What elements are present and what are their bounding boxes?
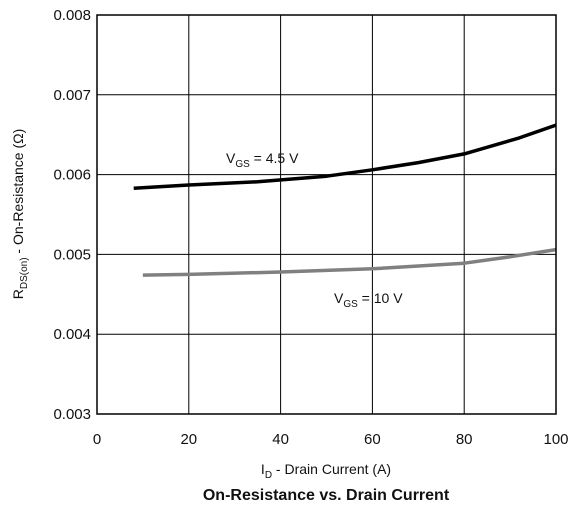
chart-title: On-Resistance vs. Drain Current bbox=[203, 487, 450, 504]
x-axis-title-sub: D bbox=[265, 470, 272, 481]
x-tick-label: 20 bbox=[180, 431, 197, 448]
y-tick-label: 0.005 bbox=[53, 246, 91, 263]
y-axis-title: RDS(on) - On-Resistance (Ω) bbox=[10, 129, 30, 300]
y-tick-label: 0.003 bbox=[53, 406, 91, 423]
series-label-vgs-10v: VGS = 10 V bbox=[334, 290, 403, 310]
x-axis-title-rest: - Drain Current (A) bbox=[272, 461, 391, 477]
series-label-sub: GS bbox=[343, 299, 358, 310]
series-label-rest: = 10 V bbox=[358, 290, 403, 306]
y-axis-title-rest: - On-Resistance (Ω) bbox=[10, 129, 26, 258]
series-label-sub: GS bbox=[235, 159, 250, 170]
plot-area-frame bbox=[96, 14, 557, 415]
x-tick-label: 0 bbox=[93, 431, 101, 448]
y-tick-label: 0.006 bbox=[53, 167, 91, 184]
x-tick-label: 80 bbox=[456, 431, 473, 448]
y-tick-label: 0.007 bbox=[53, 87, 91, 104]
y-tick-label: 0.008 bbox=[53, 7, 91, 24]
series-lines bbox=[133, 123, 557, 277]
series-label-main: V bbox=[226, 150, 236, 166]
grid bbox=[96, 14, 557, 415]
series-line-1 bbox=[142, 247, 557, 277]
x-axis-title: ID - Drain Current (A) bbox=[261, 461, 391, 481]
series-label-vgs-4-5v: VGS = 4.5 V bbox=[226, 150, 299, 170]
x-axis-title-main: I bbox=[261, 461, 265, 477]
series-line-0 bbox=[133, 123, 557, 190]
y-axis-title-sub: DS(on) bbox=[19, 257, 30, 289]
x-tick-label: 40 bbox=[272, 431, 289, 448]
x-tick-labels: 0 20 40 60 80 100 bbox=[93, 431, 569, 448]
series-label-rest: = 4.5 V bbox=[250, 150, 299, 166]
y-axis-title-main: R bbox=[10, 289, 26, 299]
y-tick-labels: 0.003 0.004 0.005 0.006 0.007 0.008 bbox=[53, 7, 91, 423]
x-tick-label: 100 bbox=[543, 431, 568, 448]
y-tick-label: 0.004 bbox=[53, 326, 91, 343]
x-tick-label: 60 bbox=[364, 431, 381, 448]
series-label-main: V bbox=[334, 290, 344, 306]
